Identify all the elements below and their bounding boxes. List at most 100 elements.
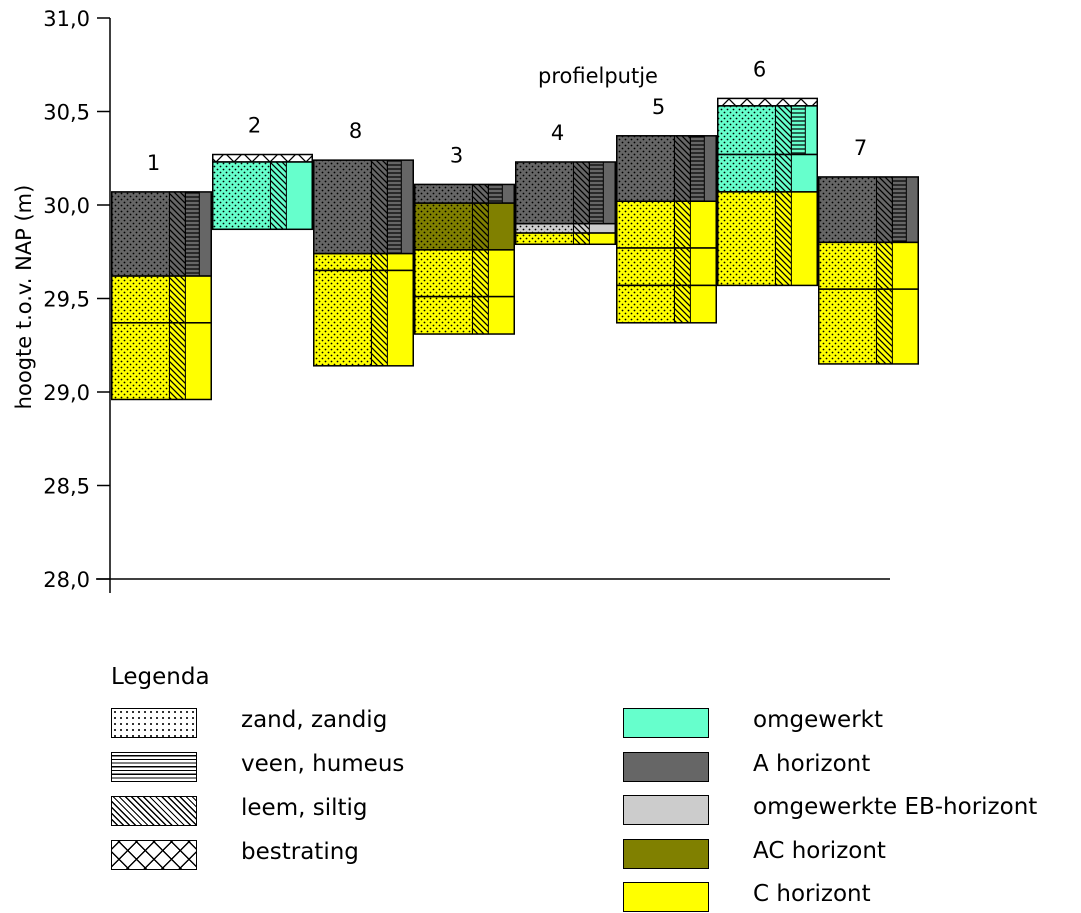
texture-leem bbox=[471, 249, 489, 298]
texture-zand bbox=[515, 232, 574, 245]
texture-veen bbox=[588, 161, 604, 225]
chart-annotation: profielputje bbox=[538, 64, 658, 88]
profile-column-8: 8 bbox=[313, 119, 414, 367]
profile-column-3: 3 bbox=[414, 143, 515, 335]
y-tick-label: 28,0 bbox=[43, 568, 90, 592]
y-tick-label: 30,5 bbox=[43, 101, 90, 125]
legend-label: omgewerkt bbox=[753, 707, 883, 733]
legend-label: leem, siltig bbox=[241, 795, 368, 821]
profile-column-2: 2 bbox=[212, 114, 313, 231]
y-tick-label: 29,5 bbox=[43, 288, 90, 312]
y-axis: 28,0 28,5 29,0 29,5 30,0 30,5 31,0 bbox=[43, 7, 890, 593]
texture-leem bbox=[471, 202, 489, 251]
profile-column-6: 6 bbox=[717, 57, 818, 287]
texture-zand bbox=[414, 183, 473, 204]
legend-item: omgewerkte EB-horizont bbox=[623, 794, 1037, 826]
column-label: 3 bbox=[450, 143, 463, 167]
legend-item: bestrating bbox=[111, 839, 359, 871]
y-tick-label: 29,0 bbox=[43, 381, 90, 405]
texture-zand bbox=[414, 249, 473, 298]
texture-zand bbox=[414, 202, 473, 251]
profile-column-5: 5 bbox=[616, 95, 717, 324]
legend-title: Legenda bbox=[111, 664, 210, 690]
texture-leem bbox=[572, 161, 590, 225]
column-label: 2 bbox=[248, 114, 261, 138]
texture-leem bbox=[673, 284, 691, 324]
column-label: 5 bbox=[652, 95, 665, 119]
texture-leem bbox=[875, 288, 893, 365]
texture-leem bbox=[168, 322, 186, 400]
texture-leem bbox=[168, 191, 186, 277]
texture-zand bbox=[414, 296, 473, 335]
legend-item: C horizont bbox=[623, 881, 871, 913]
texture-zand bbox=[717, 105, 776, 156]
profile-column-7: 7 bbox=[818, 136, 919, 365]
texture-leem bbox=[673, 247, 691, 286]
texture-veen bbox=[487, 183, 503, 204]
legend-swatch bbox=[623, 751, 709, 782]
legend-swatch bbox=[111, 796, 197, 826]
legend-item: leem, siltig bbox=[111, 795, 368, 827]
legend-label: A horizont bbox=[753, 750, 871, 777]
texture-zand bbox=[515, 223, 574, 234]
texture-leem bbox=[673, 135, 691, 202]
texture-zand bbox=[818, 288, 877, 365]
texture-leem bbox=[572, 223, 590, 234]
texture-veen bbox=[184, 191, 200, 277]
legend-swatch bbox=[623, 795, 709, 825]
texture-zand bbox=[717, 154, 776, 193]
texture-leem bbox=[673, 200, 691, 249]
column-label: 1 bbox=[147, 151, 160, 175]
legend-label: zand, zandig bbox=[241, 707, 388, 733]
legend-item: zand, zandig bbox=[111, 707, 387, 739]
column-label: 7 bbox=[854, 136, 867, 160]
texture-leem bbox=[370, 253, 388, 271]
legend-label: bestrating bbox=[241, 839, 359, 865]
texture-leem bbox=[875, 176, 893, 243]
legend-label: omgewerkte EB-horizont bbox=[753, 794, 1038, 820]
texture-bestrating bbox=[717, 98, 818, 106]
texture-leem bbox=[774, 105, 792, 156]
legend-item: A horizont bbox=[623, 751, 870, 783]
y-tick-label: 28,5 bbox=[43, 475, 90, 499]
y-tick-label: 31,0 bbox=[43, 7, 90, 31]
legend-swatch bbox=[623, 882, 709, 912]
texture-leem bbox=[370, 159, 388, 255]
texture-zand bbox=[616, 135, 675, 202]
legend-swatch bbox=[111, 708, 197, 738]
texture-leem bbox=[471, 183, 489, 204]
texture-zand bbox=[818, 176, 877, 243]
column-label: 8 bbox=[349, 119, 362, 143]
legend-swatch bbox=[623, 708, 709, 738]
texture-veen bbox=[790, 105, 806, 156]
profile-column-1: 1 bbox=[111, 151, 212, 401]
legend-swatch bbox=[111, 752, 197, 782]
y-tick-label: 30,0 bbox=[43, 194, 90, 218]
texture-leem bbox=[269, 161, 287, 230]
texture-veen bbox=[891, 176, 907, 243]
texture-veen bbox=[386, 159, 402, 255]
texture-zand bbox=[313, 159, 372, 255]
texture-leem bbox=[875, 241, 893, 290]
texture-zand bbox=[616, 200, 675, 249]
texture-leem bbox=[168, 275, 186, 324]
legend-item: omgewerkt bbox=[623, 707, 883, 739]
y-axis-label: hoogte t.o.v. NAP (m) bbox=[12, 185, 36, 410]
texture-zand bbox=[616, 284, 675, 324]
legend-item: AC horizont bbox=[623, 838, 886, 870]
legend-label: veen, humeus bbox=[241, 751, 405, 777]
texture-zand bbox=[111, 275, 170, 324]
texture-leem bbox=[471, 296, 489, 335]
legend-swatch bbox=[111, 840, 197, 870]
texture-leem bbox=[370, 269, 388, 367]
legend-item: veen, humeus bbox=[111, 751, 404, 783]
legend-label: AC horizont bbox=[753, 837, 886, 864]
profile-column-4: 4 bbox=[515, 121, 616, 246]
texture-zand bbox=[616, 247, 675, 286]
legend-label: C horizont bbox=[753, 881, 871, 907]
texture-zand bbox=[111, 322, 170, 400]
texture-leem bbox=[774, 154, 792, 193]
texture-zand bbox=[818, 241, 877, 290]
texture-zand bbox=[313, 253, 372, 271]
